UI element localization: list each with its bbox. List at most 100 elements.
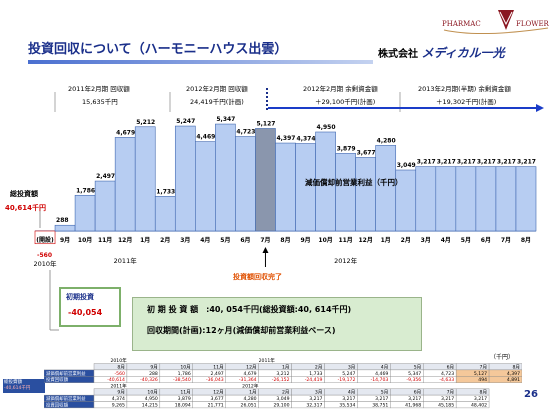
table-year-label: 2011年 [110, 383, 127, 390]
table-cell-bg [488, 376, 522, 383]
initial-investment-label: 初期投資 [66, 293, 94, 301]
logo-pharmacy-text: PHARMAC [442, 20, 481, 28]
table-cell: 4,891 [507, 377, 520, 383]
header-value-3: ＋29,100千円(計画) [315, 98, 376, 106]
header-label-2: 2012年2月期 回収額 [186, 85, 248, 93]
bar [335, 153, 356, 232]
table-cell: 12月 [213, 390, 223, 396]
logo-flower-text: FLOWER [516, 20, 550, 28]
table-cell: 41,968 [405, 402, 421, 408]
x-tick-label: 11月 [338, 236, 352, 244]
table-cell: 9月 [150, 364, 158, 370]
table-cell: 12月 [246, 364, 256, 370]
bar [515, 166, 537, 232]
table-cell: 3,212 [276, 371, 289, 377]
table-cell: 5,247 [342, 371, 355, 377]
x-tick-label: 9月 [300, 236, 310, 244]
table-cell: 4,280 [243, 396, 256, 402]
x-tick-label: 2月 [160, 236, 170, 244]
table-cell: 3月 [348, 364, 356, 370]
table-cell: 3,217 [375, 396, 388, 402]
bar-negative [34, 230, 56, 245]
table-cell: -40,326 [140, 377, 158, 383]
table-cell: 3,217 [441, 396, 454, 402]
done-arrow-head [262, 247, 269, 253]
table-cell: -9,356 [406, 377, 421, 383]
x-axis-labels: (開設) 9月 10月 11月 12月 1月 2月 3月 4月 5月 6月 7月 8月 9月 10月 11月 1… [33, 236, 531, 268]
table-cell: 2月 [315, 364, 323, 370]
table-cell: 3月 [315, 390, 323, 396]
table-cell: 18,094 [175, 402, 191, 408]
table-cell: 35,534 [339, 402, 355, 408]
bar [195, 141, 216, 232]
table-cell: -31,364 [239, 377, 257, 383]
table-cell: 4,469 [375, 371, 388, 377]
x-tick-label: 1月 [381, 236, 391, 244]
table-cell: 3,677 [211, 396, 224, 402]
bar-value-label: 4,950 [317, 124, 336, 131]
x-tick-label: 6月 [481, 236, 491, 244]
recovery-complete-label: 投資額回収完了 [233, 273, 282, 281]
table-year-label: 2012年 [242, 383, 259, 390]
bar-value-label: 4,280 [377, 137, 396, 144]
table-cell: -19,172 [338, 377, 356, 383]
table-cell: 14,215 [142, 402, 158, 408]
table-cell: 11月 [180, 390, 190, 396]
summary-line-1: 初 期 投 資 額 :40, 054千円(総投資額:40, 614千円) [147, 305, 352, 314]
table-cell: 3,217 [474, 396, 487, 402]
x-tick-label: 5月 [461, 236, 471, 244]
table-cell: 8月 [480, 390, 488, 396]
table-cell: 5月 [414, 364, 422, 370]
table-cell: 4月 [348, 390, 356, 396]
company-logo: PHARMAC FLOWER [442, 10, 550, 35]
table-cell: 11月 [213, 364, 223, 370]
table-cell: 10月 [180, 364, 190, 370]
initial-investment-box [59, 287, 121, 327]
table-cell: -36,043 [206, 377, 224, 383]
table-cell: 1,733 [309, 371, 322, 377]
bar-value-label: 4,469 [196, 134, 215, 141]
bar-value-label: 5,247 [176, 118, 195, 125]
table-cell: 45,185 [438, 402, 454, 408]
table-cell: 4,374 [112, 396, 125, 402]
bar [415, 166, 437, 232]
side-note-label: 総投資額 [4, 380, 22, 385]
table-cell: 3,217 [408, 396, 421, 402]
table-cell: 8月 [512, 364, 520, 370]
x-tick-label: 12月 [358, 236, 372, 244]
table-cell: 494 [478, 377, 487, 383]
table-cell: 48,402 [471, 402, 487, 408]
bar-value-label: 3,217 [477, 159, 496, 166]
table-year-label: 2011年 [259, 357, 276, 364]
bar [455, 166, 477, 232]
table-cell: 3,217 [309, 396, 322, 402]
x-tick-label: 2月 [401, 236, 411, 244]
bar [355, 157, 376, 232]
table-cell: -26,152 [272, 377, 290, 383]
x-tick-label: 10月 [318, 236, 332, 244]
x-tick-label: 3月 [421, 236, 431, 244]
year-label: 2010年 [33, 259, 57, 268]
bar-value-label: 1,786 [76, 187, 95, 194]
bar-value-label: 5,212 [136, 119, 155, 126]
table-cell: -4,633 [439, 377, 454, 383]
table-cell: 32,317 [306, 402, 322, 408]
table-cell: -560 [114, 371, 125, 377]
x-tick-label: 12月 [118, 236, 132, 244]
table-cell: 10月 [147, 390, 157, 396]
table-cell: 7月 [447, 390, 455, 396]
table-cell: 3,217 [342, 396, 355, 402]
company-brand: メディカル一光 [421, 46, 505, 60]
table-cell: 1,786 [178, 371, 191, 377]
table-cell: 6月 [447, 364, 455, 370]
table-cell: 2,497 [211, 371, 224, 377]
bar [174, 125, 196, 232]
table-cell: 9月 [117, 390, 125, 396]
summary-box [132, 297, 422, 351]
page-title: 投資回収について（ハーモニーハウス出雲） [28, 42, 288, 57]
bar-negative-label: -560 [37, 252, 52, 259]
bar [255, 128, 276, 232]
table-side-note: 総投資額 -40,614千円 [3, 379, 45, 393]
header-value-1: 15,635千円 [82, 98, 118, 106]
table-cell: 38,751 [372, 402, 388, 408]
